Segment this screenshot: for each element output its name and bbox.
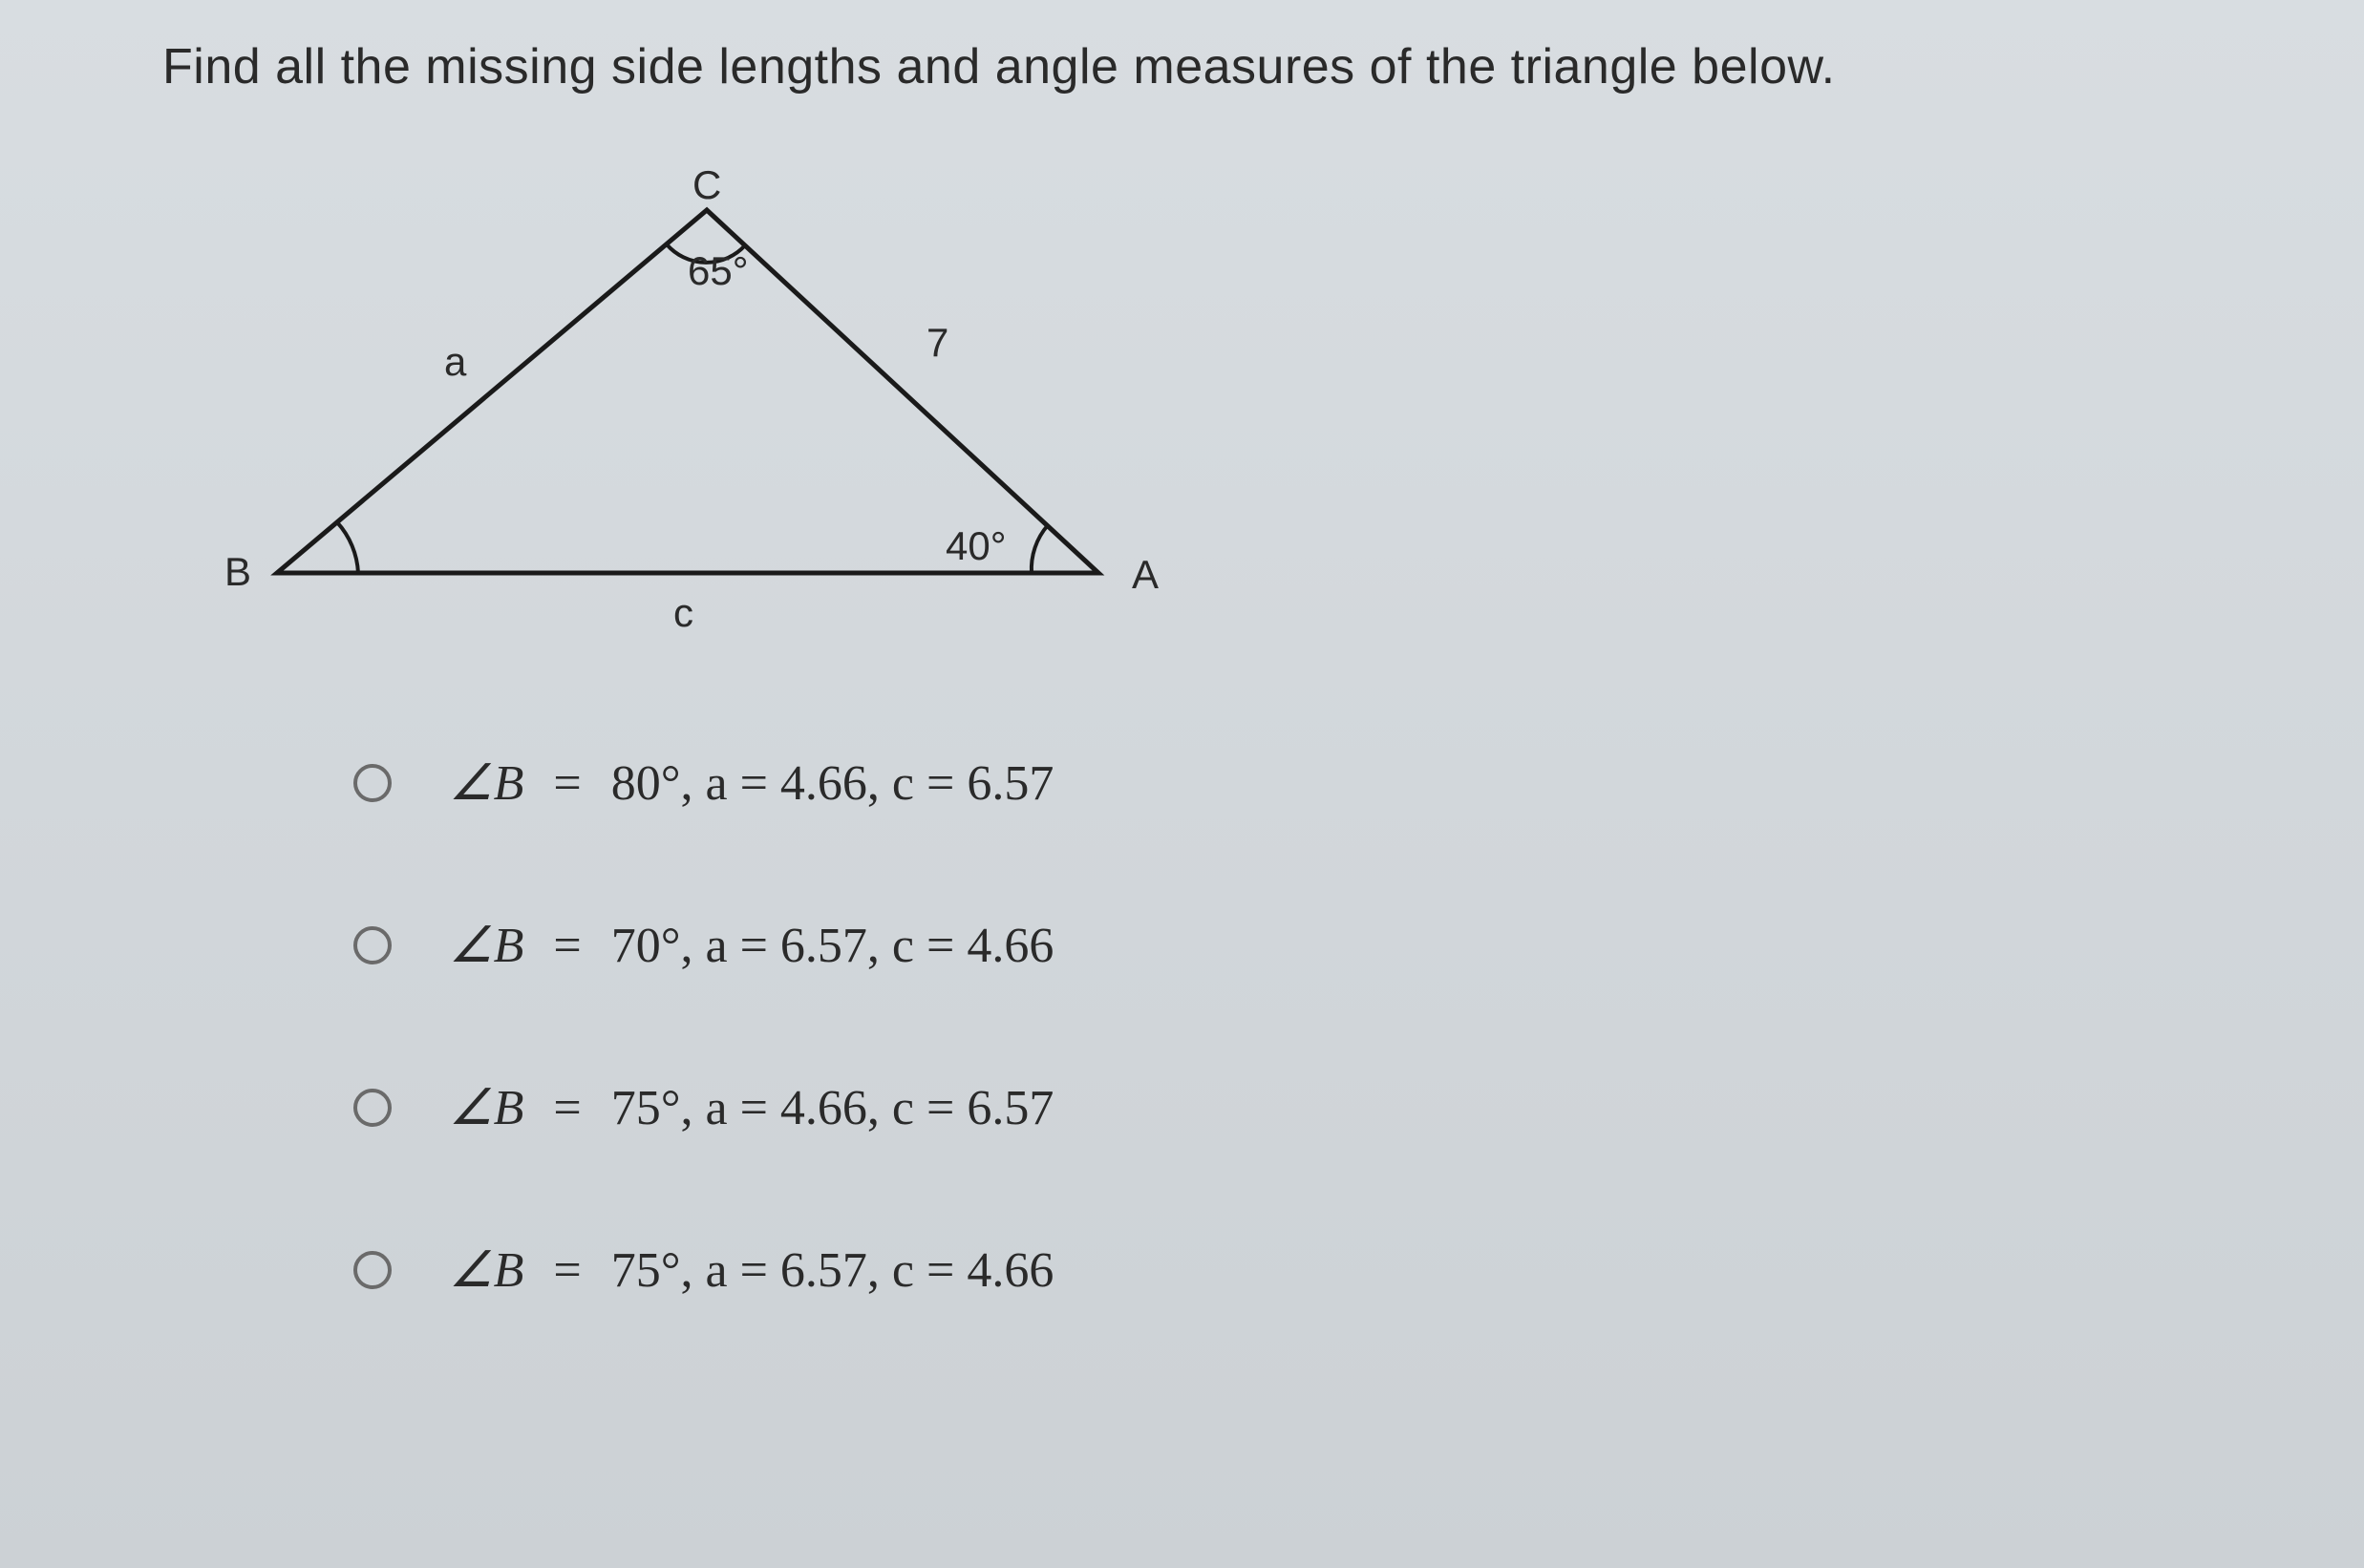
answer-option[interactable]: ∠B = 75°, a = 4.66, c = 6.57	[353, 1079, 1054, 1136]
a-prefix: , a =	[681, 1081, 780, 1135]
angle-b-value: 75°	[611, 1081, 681, 1135]
angle-arc-b	[337, 522, 358, 573]
question-text: Find all the missing side lengths and an…	[162, 38, 1836, 95]
answer-list: ∠B = 80°, a = 4.66, c = 6.57 ∠B = 70°, a…	[353, 754, 1054, 1404]
vertex-label-c: C	[692, 162, 721, 208]
c-value: 4.66	[967, 1243, 1054, 1298]
angle-b-value: 80°	[611, 756, 681, 811]
angle-label-c: 65°	[688, 248, 749, 294]
answer-text: ∠B = 75°, a = 4.66, c = 6.57	[449, 1079, 1054, 1136]
a-prefix: , a =	[681, 756, 780, 811]
a-value: 4.66	[780, 756, 867, 811]
a-value: 4.66	[780, 1081, 867, 1135]
a-prefix: , a =	[681, 919, 780, 973]
answer-text: ∠B = 80°, a = 4.66, c = 6.57	[449, 754, 1054, 812]
equals-symbol: =	[553, 1081, 581, 1135]
answer-option[interactable]: ∠B = 70°, a = 6.57, c = 4.66	[353, 917, 1054, 974]
equals-symbol: =	[553, 756, 581, 811]
c-value: 4.66	[967, 919, 1054, 973]
angle-label-a: 40°	[946, 523, 1007, 569]
c-prefix: , c =	[867, 756, 967, 811]
a-value: 6.57	[780, 1243, 867, 1298]
angle-b-value: 70°	[611, 919, 681, 973]
angle-symbol: ∠B	[449, 1081, 523, 1135]
answer-option[interactable]: ∠B = 80°, a = 4.66, c = 6.57	[353, 754, 1054, 812]
side-label-b: 7	[926, 320, 948, 366]
vertex-label-a: A	[1132, 552, 1159, 598]
answer-text: ∠B = 75°, a = 6.57, c = 4.66	[449, 1241, 1054, 1299]
triangle-svg	[239, 172, 1194, 668]
equals-symbol: =	[553, 1243, 581, 1298]
angle-arc-a	[1032, 525, 1048, 573]
angle-b-value: 75°	[611, 1243, 681, 1298]
answer-option[interactable]: ∠B = 75°, a = 6.57, c = 4.66	[353, 1241, 1054, 1299]
c-prefix: , c =	[867, 1243, 967, 1298]
triangle-diagram: C B A 65° 40° a 7 c	[239, 172, 1194, 668]
radio-icon[interactable]	[353, 1251, 392, 1289]
a-prefix: , a =	[681, 1243, 780, 1298]
angle-symbol: ∠B	[449, 1243, 523, 1298]
radio-icon[interactable]	[353, 926, 392, 964]
equals-symbol: =	[553, 919, 581, 973]
side-label-c: c	[673, 590, 693, 636]
c-prefix: , c =	[867, 919, 967, 973]
angle-symbol: ∠B	[449, 919, 523, 973]
vertex-label-b: B	[224, 549, 251, 595]
a-value: 6.57	[780, 919, 867, 973]
c-value: 6.57	[967, 1081, 1054, 1135]
c-prefix: , c =	[867, 1081, 967, 1135]
side-label-a: a	[444, 339, 466, 385]
answer-text: ∠B = 70°, a = 6.57, c = 4.66	[449, 917, 1054, 974]
radio-icon[interactable]	[353, 764, 392, 802]
c-value: 6.57	[967, 756, 1054, 811]
angle-symbol: ∠B	[449, 756, 523, 811]
radio-icon[interactable]	[353, 1089, 392, 1127]
